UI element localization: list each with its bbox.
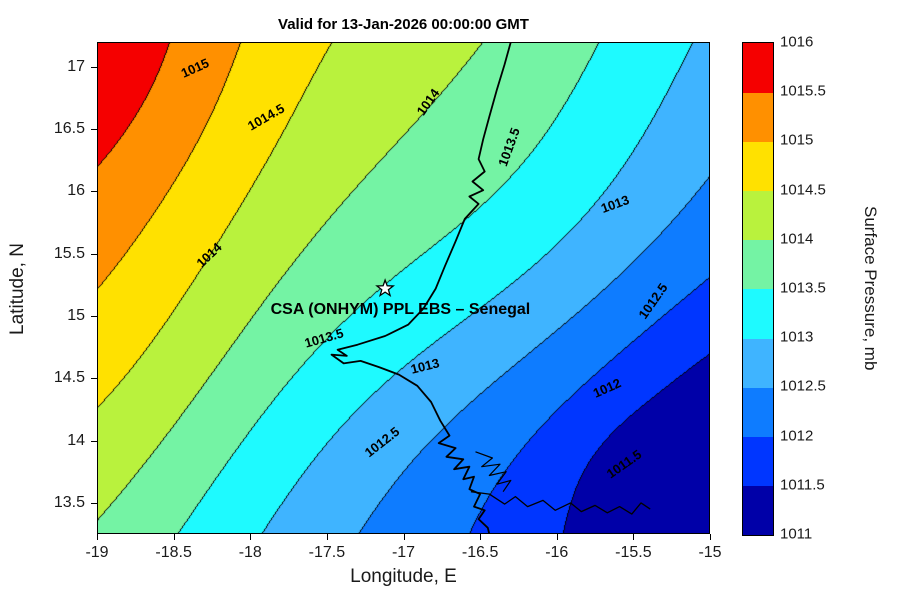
map-annotation: CSA (ONHYM) PPL EBS – Senegal <box>270 300 531 318</box>
x-tick-mark <box>97 534 98 540</box>
y-tick-mark <box>91 66 97 68</box>
y-tick-label: 13.5 <box>53 493 85 511</box>
colorbar-tick-label: 1015.5 <box>780 82 826 100</box>
y-tick-mark <box>91 129 97 131</box>
colorbar-band <box>743 338 773 388</box>
colorbar-label: Surface Pressure, mb <box>861 205 880 371</box>
colorbar-band <box>743 141 773 192</box>
y-tick-mark <box>91 378 97 380</box>
plot-title: Valid for 13-Jan-2026 00:00:00 GMT <box>278 16 529 33</box>
colorbar-band <box>743 190 773 241</box>
y-tick-label: 14.5 <box>53 369 85 387</box>
y-tick-label: 17 <box>67 57 85 75</box>
map-plot-area: 1015 1014.5 1014 1013.5 1014 1013 1013.5 1013 10… <box>97 42 710 534</box>
x-tick-label: -18.5 <box>155 544 192 561</box>
river-path <box>470 491 651 515</box>
x-tick-label: -15.5 <box>615 544 652 561</box>
y-tick-mark <box>91 316 97 318</box>
x-tick-mark <box>633 534 635 540</box>
x-tick-label: -16 <box>545 544 569 561</box>
colorbar-tick-label: 1012.5 <box>780 377 826 395</box>
x-tick-mark <box>480 534 482 540</box>
x-tick-mark <box>556 534 558 540</box>
x-tick-label: -19 <box>85 544 109 561</box>
colorbar-band <box>743 92 773 142</box>
colorbar-tick-label: 1016 <box>780 33 814 51</box>
y-tick-mark <box>91 440 97 442</box>
colorbar-tick-label: 1011.5 <box>780 476 825 494</box>
colorbar-band <box>743 43 773 93</box>
colorbar-tick-label: 1014.5 <box>780 181 826 199</box>
x-tick-label: -17.5 <box>308 544 346 561</box>
contour-fill-canvas <box>97 42 710 534</box>
coastline-path <box>330 42 512 534</box>
colorbar-band <box>743 239 773 290</box>
colorbar-tick-label: 1012 <box>780 427 814 445</box>
colorbar-band <box>743 436 773 487</box>
y-tick-label: 16.5 <box>53 120 85 138</box>
x-tick-label: -17 <box>391 544 416 561</box>
x-tick-mark <box>326 534 328 540</box>
colorbar-band <box>743 387 773 438</box>
y-tick-mark <box>91 253 97 255</box>
x-tick-mark <box>403 534 405 540</box>
x-tick-mark <box>250 534 252 540</box>
y-tick-label: 16 <box>67 182 85 200</box>
station-star-icon <box>375 278 396 298</box>
x-tick-label: -15 <box>698 544 722 561</box>
y-tick-mark <box>91 502 97 504</box>
x-tick-mark <box>710 534 711 540</box>
colorbar-tick-label: 1013 <box>780 328 814 346</box>
colorbar-tick-label: 1011 <box>780 525 813 543</box>
x-tick-mark <box>173 534 175 540</box>
x-tick-label: -18 <box>238 544 262 561</box>
colorbar-band <box>743 289 773 339</box>
colorbar <box>742 42 774 536</box>
y-tick-mark <box>91 191 97 193</box>
colorbar-band <box>743 485 773 536</box>
x-tick-label: -16.5 <box>461 544 499 561</box>
y-tick-label: 15 <box>67 307 85 325</box>
colorbar-tick-label: 1013.5 <box>780 279 826 297</box>
colorbar-tick-label: 1015 <box>780 131 814 149</box>
y-tick-label: 15.5 <box>53 244 85 262</box>
y-tick-label: 14 <box>67 431 85 449</box>
x-axis-label: Longitude, E <box>350 566 457 587</box>
y-axis-label: Latitude, N <box>7 243 28 335</box>
coastline-overlay <box>330 42 651 534</box>
delta-path <box>475 451 512 493</box>
colorbar-tick-label: 1014 <box>780 230 814 248</box>
